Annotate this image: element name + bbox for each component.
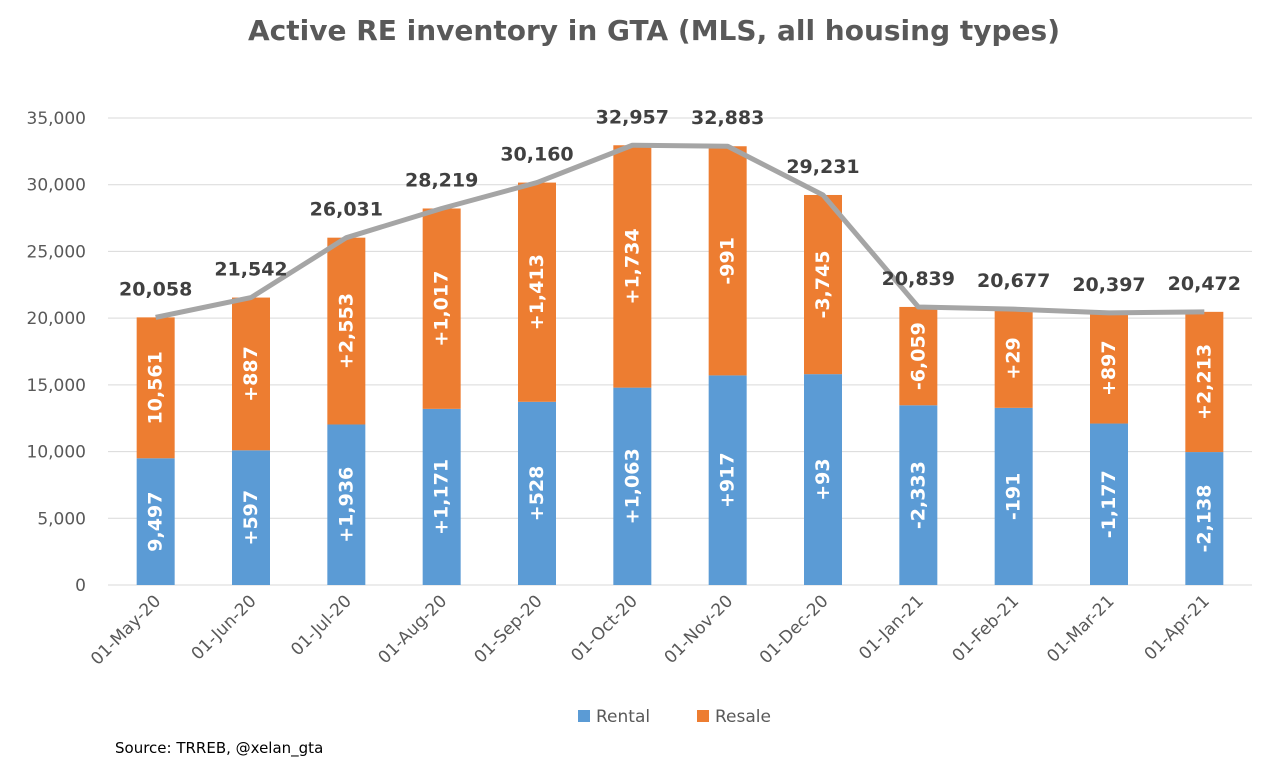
bar-segment-rental-label: -2,333 bbox=[907, 461, 929, 529]
bar-segment-resale-label: +1,413 bbox=[526, 254, 548, 330]
x-tick-label: 01-Sep-20 bbox=[470, 591, 546, 667]
bar-segment-resale-label: +1,017 bbox=[431, 271, 453, 347]
y-tick-label: 35,000 bbox=[27, 109, 86, 129]
bar-segment-resale-label: +2,213 bbox=[1193, 344, 1215, 420]
x-tick-label: 01-Feb-21 bbox=[949, 591, 1024, 666]
bar-segment-resale bbox=[613, 145, 652, 388]
bar-segment-rental bbox=[708, 375, 747, 585]
y-tick-label: 10,000 bbox=[27, 443, 86, 463]
y-tick-label: 5,000 bbox=[37, 509, 86, 529]
bar-segment-rental bbox=[518, 401, 556, 585]
bar-segment-resale-label: 10,561 bbox=[145, 351, 167, 424]
y-tick-label: 25,000 bbox=[27, 242, 86, 262]
total-label: 20,472 bbox=[1168, 273, 1241, 295]
bar-segment-rental-label: -191 bbox=[1003, 473, 1025, 521]
bar-segment-rental bbox=[422, 408, 461, 585]
total-label: 26,031 bbox=[310, 199, 383, 221]
bar-segment-resale-label: -6,059 bbox=[907, 322, 929, 390]
x-axis-ticks: 01-May-20 01-Jun-20 01-Jul-20 01-Aug-20 01-S… bbox=[87, 591, 1214, 669]
bar-segment-rental-label: +1,936 bbox=[335, 467, 357, 543]
source-note: Source: TRREB, @xelan_gta bbox=[115, 739, 323, 758]
bar-segment-rental-label: +93 bbox=[812, 458, 834, 500]
bar-segment-resale bbox=[1185, 311, 1224, 453]
total-label: 20,839 bbox=[882, 268, 955, 290]
total-line-path bbox=[155, 142, 1205, 320]
bar-segment-rental bbox=[1185, 452, 1224, 585]
total-label: 30,160 bbox=[500, 144, 573, 166]
bar-segment-rental-label: +528 bbox=[526, 466, 548, 522]
bar-segment-resale bbox=[804, 194, 842, 375]
x-tick-label: 01-Apr-21 bbox=[1141, 591, 1214, 664]
gridlines bbox=[108, 117, 1252, 586]
y-axis-ticks: 0 5,000 10,000 15,000 20,000 25,000 30,000 35,0… bbox=[27, 109, 86, 596]
bar-segment-rental bbox=[1090, 423, 1128, 585]
x-tick-label: 01-Aug-20 bbox=[375, 591, 452, 668]
y-tick-label: 15,000 bbox=[27, 376, 86, 396]
bar-segment-resale-label: +1,734 bbox=[621, 228, 643, 304]
bar-segment-rental bbox=[994, 407, 1033, 585]
bar-segment-rental bbox=[613, 387, 652, 585]
bar-segment-rental-label: -1,177 bbox=[1098, 470, 1120, 538]
y-tick-label: 20,000 bbox=[27, 309, 86, 329]
total-line bbox=[155, 142, 1205, 320]
legend-label-resale: Resale bbox=[715, 707, 771, 727]
bar-segment-rental-label: +1,063 bbox=[621, 448, 643, 524]
bar-segment-resale bbox=[994, 309, 1033, 408]
bar-segment-rental-label: +1,171 bbox=[431, 459, 453, 535]
total-label: 29,231 bbox=[786, 156, 859, 178]
bar-segment-rental bbox=[232, 450, 270, 585]
total-label: 32,883 bbox=[691, 107, 764, 129]
x-tick-label: 01-May-20 bbox=[87, 591, 165, 669]
bar-segment-resale bbox=[1090, 312, 1128, 424]
bar-segment-rental-label: +917 bbox=[717, 452, 739, 508]
bar-segment-rental bbox=[899, 405, 938, 585]
x-tick-label: 01-Dec-20 bbox=[756, 591, 833, 668]
total-label: 21,542 bbox=[214, 259, 287, 281]
x-tick-label: 01-Oct-20 bbox=[567, 591, 642, 666]
bars bbox=[136, 145, 1224, 585]
bar-segment-rental-label: -2,138 bbox=[1193, 485, 1215, 553]
bar-segment-resale-label: +29 bbox=[1003, 337, 1025, 379]
y-tick-label: 30,000 bbox=[27, 176, 86, 196]
legend-swatch-resale bbox=[697, 710, 709, 722]
bar-segment-resale-label: -991 bbox=[717, 237, 739, 285]
x-tick-label: 01-Nov-20 bbox=[661, 591, 738, 668]
total-label: 20,397 bbox=[1072, 274, 1145, 296]
bar-segment-resale bbox=[136, 317, 175, 459]
bar-segment-rental-label: 9,497 bbox=[145, 492, 167, 552]
bar-segment-resale bbox=[422, 208, 461, 409]
bar-segment-resale bbox=[327, 237, 366, 425]
bar-segment-resale-label: +2,553 bbox=[335, 293, 357, 369]
bar-segment-resale bbox=[518, 182, 556, 402]
legend: Rental Resale bbox=[578, 707, 771, 727]
bar-segment-resale bbox=[899, 306, 938, 406]
total-label: 20,058 bbox=[119, 278, 192, 300]
total-label: 32,957 bbox=[596, 106, 669, 128]
x-tick-label: 01-Jul-20 bbox=[287, 591, 356, 660]
bar-segment-resale bbox=[708, 146, 747, 376]
x-tick-label: 01-Jun-20 bbox=[188, 591, 261, 664]
bar-segment-resale bbox=[232, 297, 270, 451]
total-label: 20,677 bbox=[977, 270, 1050, 292]
x-tick-label: 01-Mar-21 bbox=[1043, 591, 1118, 666]
bar-segment-rental bbox=[804, 374, 842, 585]
legend-label-rental: Rental bbox=[596, 707, 650, 727]
bar-segment-rental bbox=[136, 458, 175, 585]
bar-segment-resale-label: +897 bbox=[1098, 340, 1120, 396]
bar-segment-resale-label: -3,745 bbox=[812, 251, 834, 319]
x-tick-label: 01-Jan-21 bbox=[855, 591, 928, 664]
bar-segment-resale-label: +887 bbox=[240, 346, 262, 402]
y-tick-label: 0 bbox=[75, 576, 86, 596]
data-labels: 9,497 10,561 +597 +887 +1,936 +2,553 +1,171 +1,… bbox=[119, 106, 1241, 552]
legend-swatch-rental bbox=[578, 710, 590, 722]
chart-title: Active RE inventory in GTA (MLS, all hou… bbox=[248, 14, 1060, 47]
bar-segment-rental-label: +597 bbox=[240, 490, 262, 546]
total-label: 28,219 bbox=[405, 169, 478, 191]
bar-segment-rental bbox=[327, 424, 366, 585]
